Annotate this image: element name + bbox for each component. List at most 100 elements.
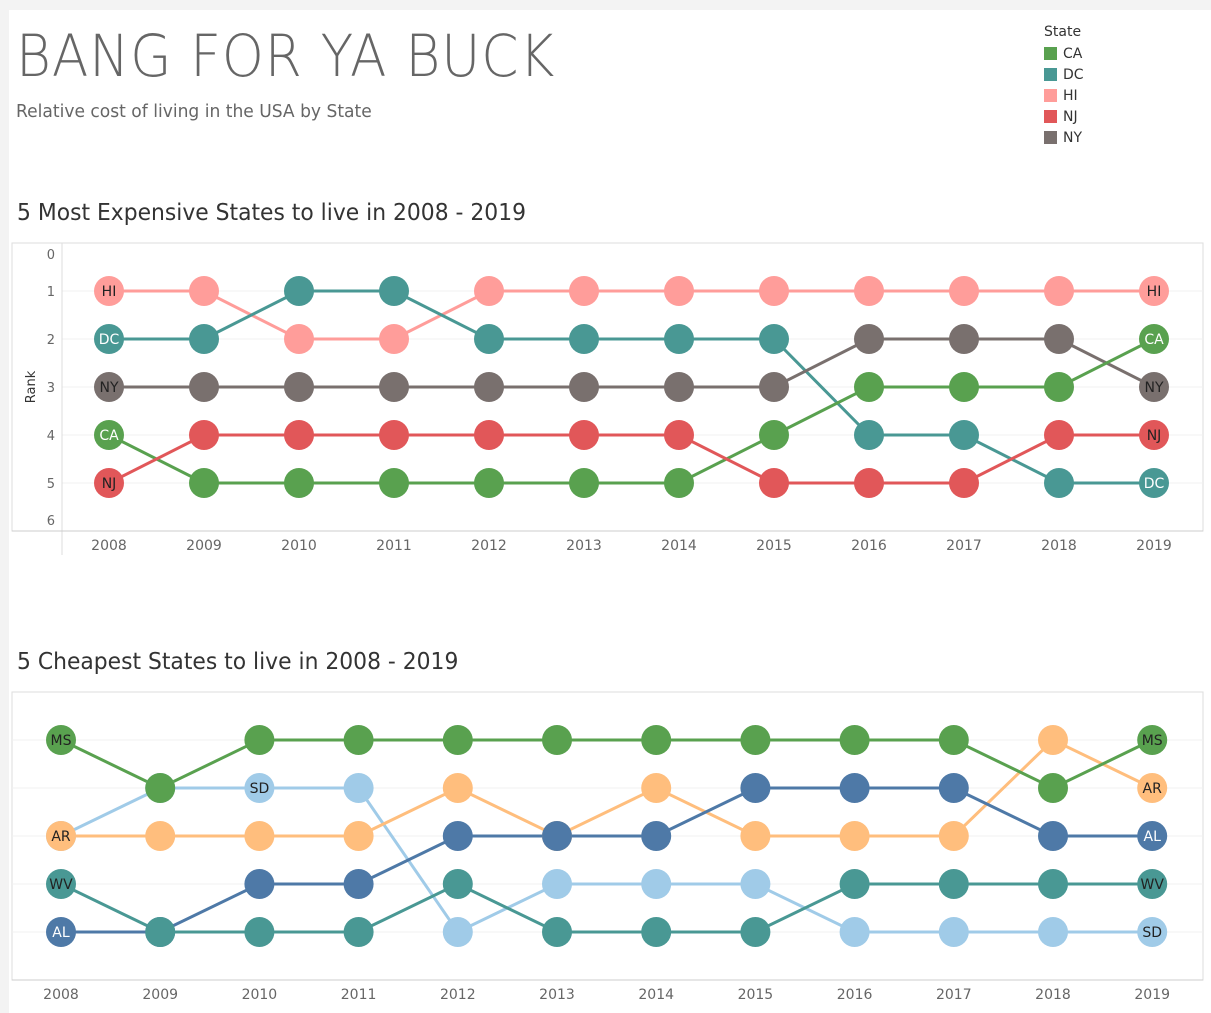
data-point-sd[interactable] [641,869,672,899]
data-point-ny[interactable] [854,324,884,354]
data-point-ny[interactable] [94,372,124,402]
data-point-sd[interactable] [542,869,572,899]
data-point-ny[interactable] [1139,372,1169,402]
data-point-ca[interactable] [569,468,599,498]
data-point-nj[interactable] [759,468,789,498]
data-point-sd[interactable] [244,773,275,803]
data-point-dc[interactable] [94,324,124,354]
data-point-wv[interactable] [343,917,374,947]
data-point-hi[interactable] [1139,276,1169,306]
data-point-ca[interactable] [1139,324,1169,354]
data-point-ny[interactable] [1044,324,1074,354]
data-point-hi[interactable] [474,276,504,306]
data-point-nj[interactable] [854,468,884,498]
data-point-ar[interactable] [641,773,672,803]
data-point-ny[interactable] [474,372,504,402]
data-point-hi[interactable] [379,324,409,354]
data-point-ms[interactable] [1038,773,1068,803]
data-point-ny[interactable] [379,372,409,402]
data-point-wv[interactable] [1038,869,1068,899]
data-point-ny[interactable] [284,372,314,402]
data-point-ca[interactable] [189,468,219,498]
data-point-hi[interactable] [569,276,599,306]
data-point-ms[interactable] [244,725,275,755]
data-point-ar[interactable] [839,821,870,851]
data-point-ca[interactable] [474,468,504,498]
data-point-wv[interactable] [542,917,572,947]
data-point-sd[interactable] [343,773,374,803]
data-point-dc[interactable] [569,324,599,354]
data-point-ar[interactable] [1137,773,1168,803]
data-point-ny[interactable] [189,372,219,402]
data-point-ar[interactable] [740,821,771,851]
data-point-al[interactable] [542,821,572,851]
data-point-ms[interactable] [1137,725,1168,755]
data-point-nj[interactable] [284,420,314,450]
data-point-ms[interactable] [145,773,176,803]
data-point-al[interactable] [244,869,275,899]
data-point-nj[interactable] [1139,420,1169,450]
data-point-ar[interactable] [244,821,275,851]
data-point-wv[interactable] [145,917,176,947]
legend-item-nj[interactable]: NJ [1044,106,1084,127]
data-point-nj[interactable] [94,468,124,498]
data-point-hi[interactable] [94,276,124,306]
legend-item-ny[interactable]: NY [1044,127,1084,148]
data-point-ny[interactable] [664,372,694,402]
data-point-sd[interactable] [442,917,473,947]
data-point-ca[interactable] [759,420,789,450]
data-point-wv[interactable] [442,869,473,899]
data-point-al[interactable] [442,821,473,851]
data-point-ca[interactable] [664,468,694,498]
data-point-wv[interactable] [46,869,76,899]
data-point-dc[interactable] [854,420,884,450]
data-point-hi[interactable] [1044,276,1074,306]
data-point-nj[interactable] [379,420,409,450]
data-point-sd[interactable] [1038,917,1068,947]
data-point-nj[interactable] [664,420,694,450]
data-point-dc[interactable] [949,420,979,450]
data-point-hi[interactable] [284,324,314,354]
data-point-wv[interactable] [938,869,969,899]
data-point-nj[interactable] [474,420,504,450]
data-point-ny[interactable] [949,324,979,354]
data-point-hi[interactable] [189,276,219,306]
data-point-nj[interactable] [189,420,219,450]
data-point-ms[interactable] [740,725,771,755]
data-point-ms[interactable] [938,725,969,755]
data-point-hi[interactable] [664,276,694,306]
data-point-ar[interactable] [442,773,473,803]
data-point-ms[interactable] [46,725,76,755]
data-point-al[interactable] [839,773,870,803]
data-point-wv[interactable] [839,869,870,899]
data-point-dc[interactable] [1139,468,1169,498]
data-point-ar[interactable] [343,821,374,851]
data-point-dc[interactable] [1044,468,1074,498]
data-point-sd[interactable] [1137,917,1168,947]
data-point-ar[interactable] [145,821,176,851]
data-point-dc[interactable] [189,324,219,354]
data-point-al[interactable] [641,821,672,851]
data-point-ms[interactable] [343,725,374,755]
data-point-dc[interactable] [284,276,314,306]
data-point-dc[interactable] [474,324,504,354]
data-point-dc[interactable] [379,276,409,306]
data-point-sd[interactable] [740,869,771,899]
legend-item-hi[interactable]: HI [1044,85,1084,106]
data-point-ms[interactable] [442,725,473,755]
data-point-ar[interactable] [938,821,969,851]
data-point-ms[interactable] [839,725,870,755]
data-point-al[interactable] [1137,821,1168,851]
data-point-al[interactable] [1038,821,1068,851]
data-point-dc[interactable] [664,324,694,354]
data-point-dc[interactable] [759,324,789,354]
legend-item-ca[interactable]: CA [1044,43,1084,64]
data-point-ms[interactable] [641,725,672,755]
data-point-ms[interactable] [542,725,572,755]
data-point-wv[interactable] [641,917,672,947]
data-point-ca[interactable] [94,420,124,450]
data-point-ny[interactable] [759,372,789,402]
data-point-ar[interactable] [46,821,76,851]
data-point-hi[interactable] [949,276,979,306]
data-point-ar[interactable] [1038,725,1068,755]
